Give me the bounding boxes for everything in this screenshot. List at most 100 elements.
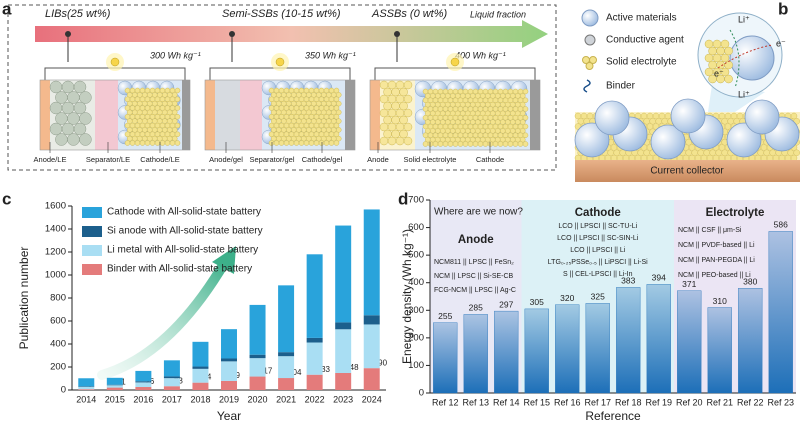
x-tick-label: 2021	[276, 394, 296, 404]
particle	[720, 67, 730, 77]
bar-segment	[221, 329, 237, 359]
particle	[333, 131, 340, 137]
particle	[61, 122, 75, 136]
y-tick-label: 1200	[45, 247, 66, 258]
cell-frame	[39, 79, 191, 151]
particle	[174, 131, 181, 137]
data-label: 320	[560, 293, 574, 303]
particle	[487, 141, 494, 147]
group-title: Cathode	[575, 207, 621, 219]
cell-frame	[369, 79, 541, 151]
particle	[333, 114, 340, 120]
zoom-label: Li⁺	[738, 14, 750, 24]
particle	[712, 39, 722, 49]
particle	[336, 127, 342, 133]
group-note: NCM || PAN-PEGDA || Li	[678, 257, 755, 264]
particle	[403, 136, 413, 146]
bar-segment	[135, 382, 152, 388]
layer	[215, 80, 240, 150]
particle	[73, 80, 87, 94]
bar-segment	[192, 341, 209, 367]
particle	[333, 105, 340, 111]
particle	[517, 141, 524, 147]
particle	[333, 87, 340, 94]
bar	[585, 303, 610, 394]
y-tick-label: 200	[50, 362, 66, 373]
layer	[370, 80, 380, 150]
particle	[172, 92, 178, 98]
particle	[447, 141, 454, 147]
bar	[494, 310, 519, 394]
particle	[67, 112, 80, 125]
data-label: 310	[713, 296, 727, 306]
particle	[323, 140, 330, 146]
bar-segment	[221, 380, 237, 390]
layer	[205, 80, 215, 150]
particle	[79, 112, 92, 125]
current-collector	[575, 160, 800, 182]
cell-frame	[204, 79, 356, 151]
particle	[79, 91, 92, 104]
particle	[333, 122, 340, 129]
group-note: NCM811 || LPSC || FeSn₂	[434, 259, 514, 266]
bar-segment	[163, 360, 180, 377]
bar-segment	[106, 377, 123, 385]
panel-label: a	[2, 0, 12, 18]
x-tick-label: Ref 15	[523, 397, 550, 407]
pin-head	[65, 31, 71, 37]
particle	[477, 141, 484, 147]
particle	[387, 108, 397, 118]
x-tick-label: Ref 19	[645, 397, 672, 407]
particle	[522, 115, 529, 121]
y-tick-label: 1600	[45, 201, 66, 212]
particle	[336, 109, 342, 116]
particle	[303, 140, 310, 146]
bar-segment	[335, 329, 352, 373]
zoom-label: Li⁺	[738, 89, 750, 99]
active-particle	[594, 100, 630, 136]
zoom-particle	[729, 35, 775, 81]
bar-segment	[192, 382, 209, 390]
y-tick-label: 1400	[45, 224, 66, 235]
particle	[472, 141, 479, 147]
chart-subtitle: Where are we now?	[434, 207, 523, 218]
particle	[379, 136, 389, 146]
bar-segment	[249, 304, 266, 355]
bar-segment	[221, 358, 237, 362]
bar-segment	[78, 386, 95, 387]
particle	[55, 112, 68, 125]
bar-segment	[278, 378, 295, 390]
bar	[616, 287, 641, 394]
particle	[522, 123, 529, 130]
part-label: Cathode	[476, 155, 504, 164]
x-tick-label: 2020	[248, 394, 268, 404]
x-tick-label: Ref 23	[767, 397, 794, 407]
bar-segment	[335, 372, 352, 390]
particle	[174, 114, 181, 120]
particle	[67, 91, 80, 104]
particle	[522, 88, 529, 95]
x-tick-label: Ref 18	[615, 397, 642, 407]
bar-segment	[192, 366, 209, 369]
bulb	[110, 57, 120, 67]
x-tick-label: 2024	[362, 394, 382, 404]
data-label: 117	[260, 367, 273, 376]
bar	[524, 308, 549, 394]
group-title: Anode	[458, 234, 494, 246]
data-label: 190	[374, 358, 388, 367]
particle	[391, 101, 400, 111]
group-note: NCM || PEO-based || Li	[678, 272, 751, 279]
group-note: FCG-NCM || LPSC || Ag-C	[434, 287, 516, 294]
particle	[379, 94, 389, 104]
y-axis-label: Energy density (Wh kg⁻¹)	[400, 229, 414, 364]
data-label: 380	[743, 276, 757, 286]
y-tick-label: 400	[50, 339, 66, 350]
bar-segment	[135, 387, 152, 390]
e-path	[717, 44, 773, 69]
particle	[520, 136, 526, 143]
bar-segment	[192, 368, 209, 383]
particle	[704, 39, 714, 49]
particle	[318, 140, 325, 146]
legend-swatch	[82, 245, 102, 256]
